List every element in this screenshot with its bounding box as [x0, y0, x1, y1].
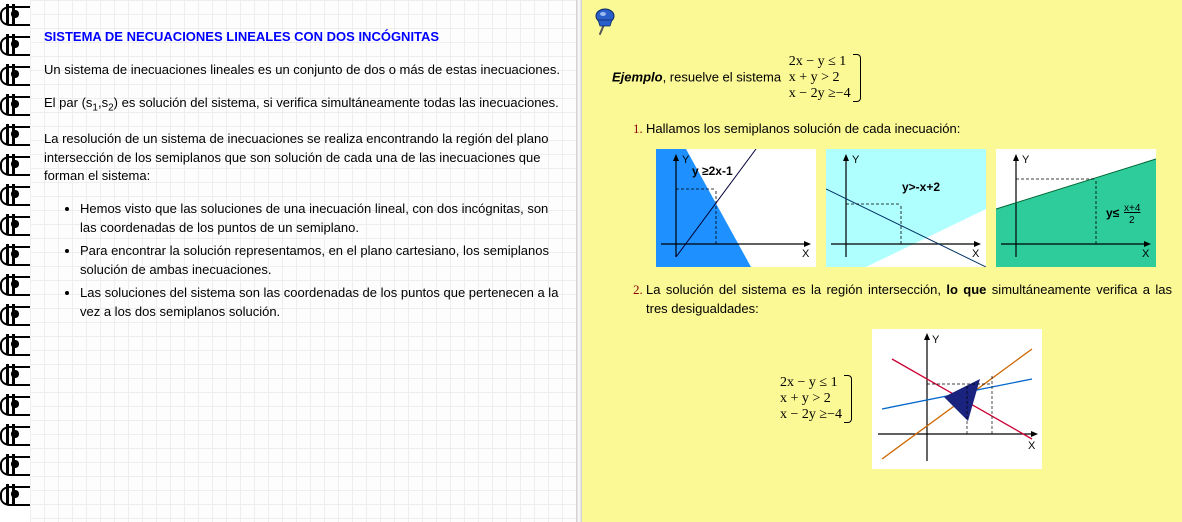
graphs-row: y ≥2x-1 Y X	[656, 149, 1172, 267]
svg-text:Y: Y	[852, 154, 860, 166]
svg-text:Y: Y	[1022, 154, 1030, 166]
left-page: SISTEMA DE NECUACIONES LINEALES CON DOS …	[30, 0, 576, 522]
ring	[0, 274, 30, 294]
svg-text:X: X	[972, 248, 980, 260]
graph-1: y ≥2x-1 Y X	[656, 149, 816, 267]
ring	[0, 4, 30, 24]
resolution-paragraph: La resolución de un sistema de inecuacio…	[44, 130, 562, 187]
bold-text: lo que	[946, 282, 986, 297]
svg-text:X: X	[802, 248, 810, 260]
text: La solución del sistema es la región int…	[646, 282, 946, 297]
ring	[0, 244, 30, 264]
equation: x + y > 2	[780, 391, 842, 407]
ring	[0, 184, 30, 204]
svg-text:Y: Y	[932, 334, 940, 346]
svg-text:X: X	[1028, 440, 1036, 452]
final-graph: Y X	[872, 329, 1042, 469]
list-item: Para encontrar la solución representamos…	[80, 242, 562, 280]
example-label: Ejemplo	[612, 70, 663, 85]
ring	[0, 334, 30, 354]
ring	[0, 364, 30, 384]
pushpin-icon	[590, 4, 626, 40]
equation: x − 2y ≥−4	[780, 407, 842, 423]
step-item: La solución del sistema es la región int…	[646, 281, 1172, 469]
ring	[0, 454, 30, 474]
equation-system: 2x − y ≤ 1 x + y > 2 x − 2y ≥−4	[789, 54, 861, 102]
brace-icon	[844, 375, 852, 423]
ring	[0, 394, 30, 414]
step-item: Hallamos los semiplanos solución de cada…	[646, 120, 1172, 267]
equation: 2x − y ≤ 1	[789, 54, 851, 70]
list-item: Hemos visto que las soluciones de una in…	[80, 200, 562, 238]
ring	[0, 214, 30, 234]
spiral-binding	[0, 0, 30, 522]
ring	[0, 424, 30, 444]
text: El par (s	[44, 95, 92, 110]
example-text: , resuelve el sistema	[663, 70, 782, 85]
graph-3: y≤ x+4 2 Y X	[996, 149, 1156, 267]
ring	[0, 154, 30, 174]
equation-system-final: 2x − y ≤ 1 x + y > 2 x − 2y ≥−4	[780, 375, 852, 423]
definition-paragraph: El par (s1,s2) es solución del sistema, …	[44, 94, 562, 116]
text: ) es solución del sistema, si verifica s…	[114, 95, 559, 110]
svg-text:Y: Y	[682, 154, 690, 166]
example-row: Ejemplo, resuelve el sistema 2x − y ≤ 1 …	[612, 54, 1172, 102]
list-item: Las soluciones del sistema son las coord…	[80, 284, 562, 322]
equation: 2x − y ≤ 1	[780, 375, 842, 391]
ring	[0, 94, 30, 114]
intro-paragraph: Un sistema de inecuaciones lineales es u…	[44, 61, 562, 80]
svg-text:y ≥2x-1: y ≥2x-1	[692, 164, 733, 178]
svg-text:x+4: x+4	[1124, 203, 1141, 214]
equation: x − 2y ≥−4	[789, 86, 851, 102]
text: ,s	[98, 95, 108, 110]
page-title: SISTEMA DE NECUACIONES LINEALES CON DOS …	[44, 28, 562, 47]
brace-icon	[853, 54, 861, 102]
step-text: Hallamos los semiplanos solución de cada…	[646, 121, 960, 136]
bullet-list: Hemos visto que las soluciones de una in…	[80, 200, 562, 321]
final-row: 2x − y ≤ 1 x + y > 2 x − 2y ≥−4	[646, 329, 1172, 469]
ring	[0, 484, 30, 504]
right-page: Ejemplo, resuelve el sistema 2x − y ≤ 1 …	[582, 0, 1182, 522]
ring	[0, 124, 30, 144]
graph-2: y>-x+2 Y X	[826, 149, 986, 267]
ring	[0, 64, 30, 84]
svg-text:X: X	[1142, 248, 1150, 260]
svg-text:y>-x+2: y>-x+2	[902, 180, 940, 194]
ring	[0, 34, 30, 54]
svg-text:2: 2	[1129, 215, 1135, 226]
svg-text:y≤: y≤	[1106, 206, 1120, 220]
ring	[0, 304, 30, 324]
step2-text: La solución del sistema es la región int…	[646, 281, 1172, 319]
equation: x + y > 2	[789, 70, 851, 86]
steps-list: Hallamos los semiplanos solución de cada…	[646, 120, 1172, 469]
